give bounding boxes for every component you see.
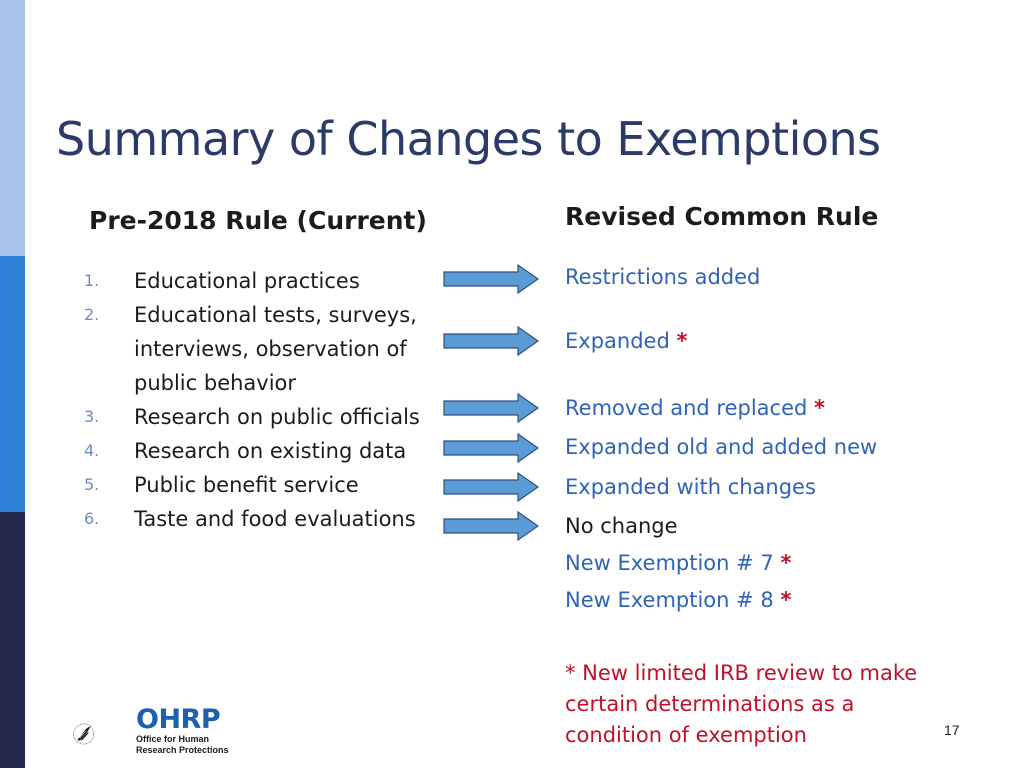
star-marker: *	[780, 588, 792, 612]
side-band-dark	[0, 512, 25, 768]
list-number: 3.	[84, 407, 100, 426]
list-item-text: Taste and food evaluations	[134, 507, 416, 531]
side-band-light	[0, 0, 25, 256]
revised-item: New Exemption # 7 *	[565, 551, 792, 575]
right-column-heading: Revised Common Rule	[565, 202, 879, 231]
right-arrow-icon	[443, 264, 539, 294]
logo-name: OHRP	[136, 704, 221, 735]
list-item: 2. Educational tests, surveys, interview…	[84, 298, 444, 400]
list-item-text: Research on existing data	[134, 439, 407, 463]
revised-item: Restrictions added	[565, 265, 761, 289]
list-item-text: Public benefit service	[134, 473, 359, 497]
logo-subtitle: Office for Human	[136, 734, 210, 744]
slide-title: Summary of Changes to Exemptions	[56, 112, 881, 166]
list-item-text: Educational practices	[134, 269, 360, 293]
logo-subtitle: Research Protections	[136, 745, 229, 755]
ohrp-logo: OHRP Office for Human Research Protectio…	[136, 706, 229, 756]
revised-item: No change	[565, 514, 678, 538]
left-column-heading: Pre-2018 Rule (Current)	[89, 206, 427, 235]
side-band-mid	[0, 256, 25, 512]
right-arrow-icon	[443, 472, 539, 502]
revised-item: New Exemption # 8 *	[565, 588, 792, 612]
hhs-eagle-logo-icon	[73, 723, 94, 745]
list-item-text: Research on public officials	[134, 405, 420, 429]
list-item: 5. Public benefit service	[84, 468, 444, 502]
right-arrow-icon	[443, 511, 539, 541]
right-arrow-icon	[443, 433, 539, 463]
list-number: 5.	[84, 475, 100, 494]
list-item: 1. Educational practices	[84, 264, 444, 298]
star-marker: *	[676, 329, 688, 353]
list-item: 4. Research on existing data	[84, 434, 444, 468]
list-number: 6.	[84, 509, 100, 528]
list-item-text: public behavior	[134, 371, 297, 395]
revised-item: Removed and replaced *	[565, 396, 825, 420]
list-number: 4.	[84, 441, 100, 460]
list-item: 3. Research on public officials	[84, 400, 444, 434]
revised-item: Expanded old and added new	[565, 435, 878, 459]
list-number: 1.	[84, 271, 100, 290]
list-item-text: Educational tests, surveys,	[134, 303, 417, 327]
list-item-text: interviews, observation of	[134, 337, 407, 361]
list-item: 6. Taste and food evaluations	[84, 502, 444, 536]
page-number: 17	[944, 722, 960, 738]
revised-item: Expanded with changes	[565, 475, 816, 499]
pre-2018-list: 1. Educational practices 2. Educational …	[84, 264, 444, 536]
footnote: * New limited IRB review to make certain…	[565, 661, 918, 747]
list-number: 2.	[84, 305, 100, 324]
star-marker: *	[780, 551, 792, 575]
right-arrow-icon	[443, 326, 539, 356]
star-marker: *	[814, 396, 825, 420]
revised-item: Expanded *	[565, 329, 688, 353]
right-arrow-icon	[443, 393, 539, 423]
